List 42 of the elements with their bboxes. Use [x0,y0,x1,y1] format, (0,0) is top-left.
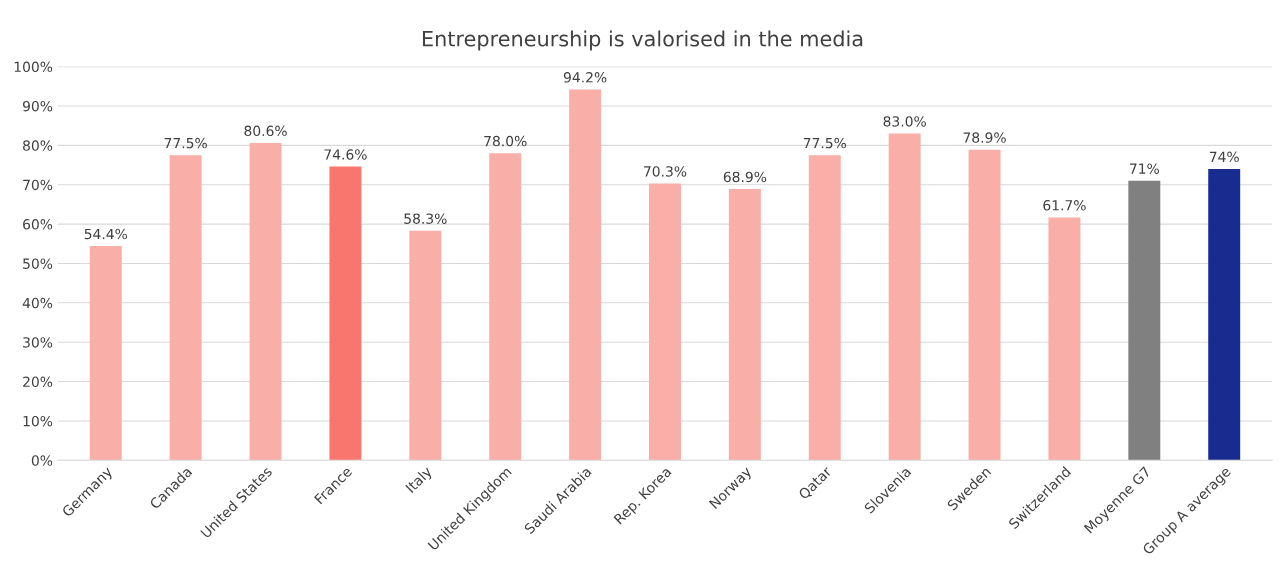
y-tick-label: 50% [23,258,53,269]
y-tick-label: 80% [23,140,53,151]
data-label: 74.6% [324,149,367,160]
bar [649,183,681,461]
y-tick-label: 30% [23,337,53,348]
data-label: 58.3% [404,213,447,224]
y-tick-label: 20% [23,376,53,388]
bar [1208,168,1241,461]
bar [569,89,602,461]
data-label: 77.5% [164,137,207,149]
y-tick-label: 70% [23,179,53,191]
data-label: 68.9% [723,171,767,183]
bar [169,155,202,461]
data-label: 83.0% [883,116,926,127]
data-label: 78.0% [484,135,527,147]
bar [329,166,362,461]
data-label: 61.7% [1043,200,1086,211]
y-tick-label: 60% [23,219,53,230]
y-tick-label: 90% [22,100,53,112]
bar [968,149,1001,461]
data-label: 94.2% [563,72,607,83]
y-tick-label: 100% [14,61,53,73]
bar [489,153,522,461]
data-label: 71% [1130,163,1159,174]
bar [249,142,282,461]
bar [808,155,841,461]
bar [888,133,921,461]
bar [1128,180,1161,461]
data-label: 54.4% [84,228,128,240]
y-tick-label: 40% [22,297,53,309]
bar [409,230,442,461]
bar [728,189,761,461]
data-label: 70.3% [644,166,687,177]
y-tick-label: 0% [31,455,53,466]
chart-title: Entrepreneurship is valorised in the media [422,30,863,51]
bar [1048,217,1081,461]
data-label: 80.6% [244,125,287,137]
data-label: 77.5% [803,137,847,149]
bar [89,246,122,461]
data-label: 78.9% [963,132,1006,143]
y-tick-label: 10% [23,415,53,427]
data-label: 74% [1209,151,1239,163]
